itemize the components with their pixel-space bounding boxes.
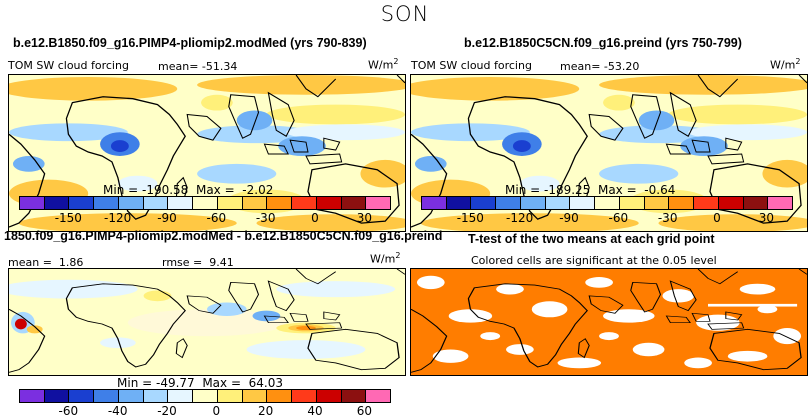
colorbar-swatch bbox=[341, 390, 367, 402]
mean-label-top-left: mean= -51.34 bbox=[158, 60, 238, 73]
colorbar-swatch bbox=[20, 197, 45, 209]
colorbar-swatch bbox=[44, 197, 70, 209]
colorbar-tick-label: -60 bbox=[608, 211, 629, 225]
max-value-top-left: -2.02 bbox=[242, 183, 274, 197]
colorbar-swatch bbox=[168, 390, 194, 402]
colorbar-swatch bbox=[69, 197, 95, 209]
colorbar-tick-label: -20 bbox=[157, 404, 177, 418]
colorbar-tick-label: -120 bbox=[506, 211, 534, 225]
units-bottom-left: W/m2 bbox=[370, 251, 401, 266]
max-value-bottom-left: 64.03 bbox=[248, 376, 284, 390]
colorbar-tick-label: 60 bbox=[356, 404, 372, 418]
mean-value-top-left: -51.34 bbox=[201, 60, 238, 73]
units-top-left: W/m2 bbox=[368, 57, 399, 72]
colorbar-swatch bbox=[520, 197, 546, 209]
colorbar-swatch bbox=[118, 390, 144, 402]
colorbar-swatch bbox=[69, 390, 95, 402]
colorbar-tick-label: 20 bbox=[258, 404, 274, 418]
min-value-top-right: -189.25 bbox=[544, 183, 591, 197]
minmax-top-left: Min = -190.58 Max = -2.02 bbox=[103, 183, 274, 197]
colorbar-swatch bbox=[193, 390, 218, 402]
panel-title-top-right: b.e12.B1850C5CN.f09_g16.preind (yrs 750-… bbox=[464, 36, 742, 50]
colorbar-tick-label: -60 bbox=[58, 404, 79, 418]
mean-value-top-right: -53.20 bbox=[603, 60, 640, 73]
colorbar-swatch bbox=[768, 197, 793, 209]
colorbar-swatch bbox=[496, 197, 521, 209]
colorbar-swatch bbox=[718, 197, 744, 209]
colorbar-swatch bbox=[422, 197, 447, 209]
field-label-top-left: TOM SW cloud forcing bbox=[8, 59, 129, 72]
colorbar-top-left bbox=[19, 196, 391, 210]
colorbar-swatch bbox=[619, 197, 645, 209]
panel-title-bottom-right: T-test of the two means at each grid poi… bbox=[468, 232, 715, 246]
figure-suptitle: SON bbox=[380, 2, 430, 26]
colorbar-swatch bbox=[595, 197, 620, 209]
colorbar-swatch bbox=[694, 197, 719, 209]
colorbar-top-right bbox=[421, 196, 793, 210]
min-value-bottom-left: -49.77 bbox=[156, 376, 195, 390]
colorbar-swatch bbox=[217, 390, 243, 402]
colorbar-swatch bbox=[446, 197, 472, 209]
colorbar-tick-label: -90 bbox=[559, 211, 579, 225]
colorbar-swatch bbox=[242, 197, 268, 209]
colorbar-swatch bbox=[193, 197, 218, 209]
colorbar-swatch bbox=[94, 197, 119, 209]
mean-value-bottom-left: 1.86 bbox=[58, 256, 84, 269]
colorbar-tick-label: -150 bbox=[456, 211, 484, 225]
colorbar-tick-label: 30 bbox=[758, 211, 774, 225]
colorbar-swatch bbox=[366, 390, 391, 402]
colorbar-tick-label: 0 bbox=[212, 404, 221, 418]
colorbar-swatch bbox=[743, 197, 769, 209]
colorbar-swatch bbox=[669, 197, 695, 209]
mean-label-bottom-left: mean = 1.86 bbox=[8, 256, 84, 269]
colorbar-tick-label: -150 bbox=[54, 211, 82, 225]
panel-title-bottom-left: 1850.f09_g16.PIMP4-pliomip2.modMed - b.e… bbox=[4, 229, 443, 243]
field-label-top-right: TOM SW cloud forcing bbox=[411, 59, 532, 72]
colorbar-tick-label: -120 bbox=[104, 211, 132, 225]
panel-title-top-left: b.e12.B1850.f09_g16.PIMP4-pliomip2.modMe… bbox=[13, 36, 367, 50]
colorbar-swatch bbox=[94, 390, 119, 402]
colorbar-swatch bbox=[267, 390, 293, 402]
colorbar-tick-label: -40 bbox=[107, 404, 128, 418]
colorbar-tick-label: 30 bbox=[356, 211, 372, 225]
colorbar-swatch bbox=[316, 197, 342, 209]
colorbar-swatch bbox=[570, 197, 596, 209]
colorbar-tick-label: 0 bbox=[713, 211, 721, 225]
colorbar-tick-label: 40 bbox=[307, 404, 323, 418]
colorbar-tick-label: -30 bbox=[255, 211, 276, 225]
colorbar-swatch bbox=[217, 197, 243, 209]
panel-subtitle-bottom-right: Colored cells are significant at the 0.0… bbox=[471, 254, 717, 267]
colorbar-bottom-left bbox=[19, 389, 391, 403]
max-value-top-right: -0.64 bbox=[644, 183, 676, 197]
map-bottom-left bbox=[8, 268, 406, 376]
colorbar-swatch bbox=[292, 390, 317, 402]
colorbar-swatch bbox=[366, 197, 391, 209]
minmax-top-right: Min = -189.25 Max = -0.64 bbox=[505, 183, 676, 197]
colorbar-swatch bbox=[242, 390, 268, 402]
colorbar-swatch bbox=[143, 197, 169, 209]
colorbar-swatch bbox=[644, 197, 670, 209]
colorbar-swatch bbox=[316, 390, 342, 402]
colorbar-swatch bbox=[292, 197, 317, 209]
units-top-right: W/m2 bbox=[770, 57, 801, 72]
rmse-value-bottom-left: 9.41 bbox=[209, 256, 234, 269]
colorbar-swatch bbox=[20, 390, 45, 402]
colorbar-swatch bbox=[168, 197, 194, 209]
colorbar-swatch bbox=[471, 197, 497, 209]
colorbar-tick-label: -90 bbox=[157, 211, 177, 225]
colorbar-tick-label: -60 bbox=[206, 211, 227, 225]
min-value-top-left: -190.58 bbox=[142, 183, 189, 197]
colorbar-swatch bbox=[143, 390, 169, 402]
colorbar-tick-label: 0 bbox=[311, 211, 319, 225]
colorbar-swatch bbox=[118, 197, 144, 209]
colorbar-tick-label: -30 bbox=[657, 211, 678, 225]
rmse-label-bottom-left: rmse = 9.41 bbox=[162, 256, 234, 269]
map-bottom-right bbox=[410, 268, 808, 376]
minmax-bottom-left: Min = -49.77 Max = 64.03 bbox=[117, 376, 284, 390]
colorbar-swatch bbox=[267, 197, 293, 209]
colorbar-swatch bbox=[44, 390, 70, 402]
colorbar-swatch bbox=[341, 197, 367, 209]
mean-label-top-right: mean= -53.20 bbox=[560, 60, 640, 73]
colorbar-swatch bbox=[545, 197, 571, 209]
